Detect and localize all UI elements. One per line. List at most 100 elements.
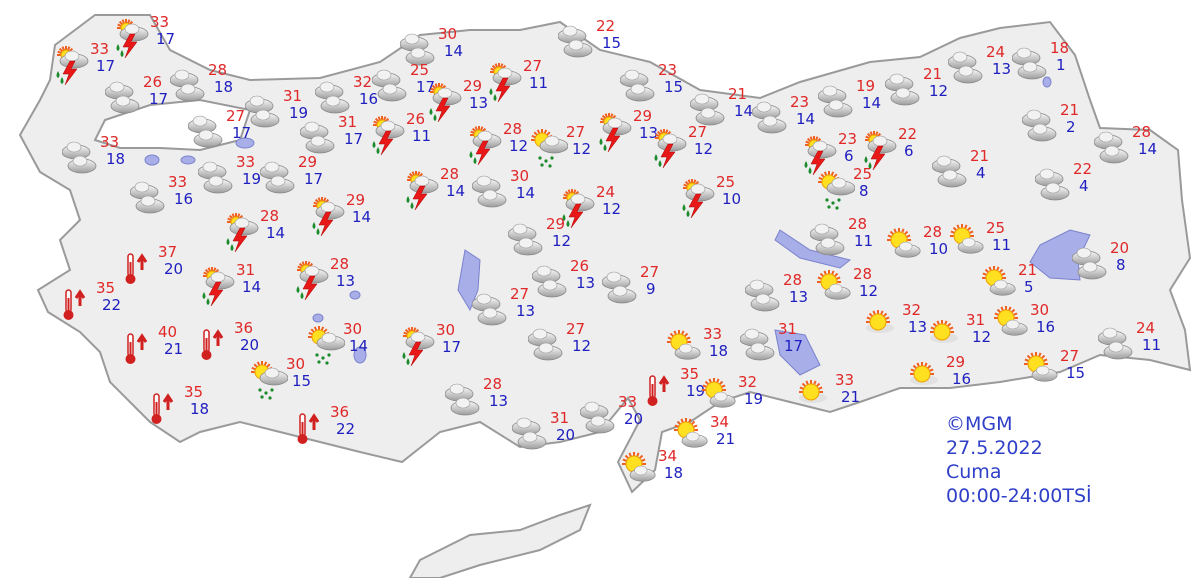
min-temperature: 1 [1056,56,1066,74]
thunderstorm-icon [429,83,462,123]
min-temperature: 15 [1066,364,1086,382]
max-temperature: 23 [790,93,810,111]
station-forecast: 28 13 [745,272,815,320]
min-temperature: 17 [784,337,804,355]
partly-cloudy-icon [887,228,921,258]
station-forecast: 29 14 [308,192,378,240]
station-forecast: 33 20 [580,394,650,442]
max-temperature: 20 [1110,239,1130,257]
station-forecast: 24 11 [1098,320,1168,368]
station-forecast: 30 17 [398,322,468,370]
max-temperature: 33 [90,40,110,58]
max-temperature: 32 [902,301,922,319]
station-forecast: 28 10 [885,224,955,272]
max-temperature: 18 [1050,39,1070,57]
station-forecast: 34 21 [672,414,742,462]
min-temperature: 13 [789,288,809,306]
min-temperature: 13 [336,272,356,290]
min-temperature: 11 [854,232,874,250]
station-forecast: 26 11 [368,111,438,159]
lakes [144,76,1091,376]
max-temperature: 19 [856,77,876,95]
max-temperature: 33 [618,393,638,411]
station-forecast: 21 5 [980,262,1050,310]
min-temperature: 14 [1138,140,1158,158]
max-temperature: 25 [853,165,873,183]
station-forecast: 22 6 [860,126,930,174]
max-temperature: 30 [510,167,530,185]
max-temperature: 31 [283,87,303,105]
station-forecast: 29 12 [508,216,578,264]
min-temperature: 17 [149,90,169,108]
min-temperature: 21 [841,388,861,406]
cloudy-icon [580,401,615,434]
max-temperature: 23 [838,130,858,148]
min-temperature: 19 [289,104,309,122]
station-forecast: 36 20 [196,320,266,368]
thunderstorm-icon [116,19,149,59]
station-forecast: 25 11 [948,220,1018,268]
min-temperature: 11 [992,236,1012,254]
cloudy-icon [62,141,97,174]
min-temperature: 2 [1066,118,1076,136]
min-temperature: 14 [796,110,816,128]
cloudy-icon [400,33,435,66]
max-temperature: 28 [848,215,868,233]
min-temperature: 22 [336,420,356,438]
max-temperature: 21 [923,65,943,83]
cloudy-icon [1012,47,1047,80]
cloudy-icon [558,25,593,58]
station-forecast: 28 14 [1094,124,1164,172]
min-temperature: 16 [359,90,379,108]
min-temperature: 14 [444,42,464,60]
cloudy-icon [948,51,983,84]
cloudy-icon [1098,327,1133,360]
station-forecast: 23 14 [752,94,822,142]
station-forecast: 19 14 [818,78,888,126]
station-forecast: 35 18 [146,384,216,432]
cloudy-icon [602,271,637,304]
station-forecast: 22 15 [558,18,628,66]
min-temperature: 11 [1142,336,1162,354]
min-temperature: 4 [976,164,986,182]
min-temperature: 17 [344,130,364,148]
min-temperature: 14 [352,208,372,226]
min-temperature: 14 [266,224,286,242]
partly-cloudy-icon [702,378,736,408]
cloudy-icon [752,101,787,134]
station-forecast: 40 21 [120,324,190,372]
thunderstorm-icon [402,327,435,367]
max-temperature: 27 [510,285,530,303]
max-temperature: 33 [703,325,723,343]
max-temperature: 25 [716,173,736,191]
station-forecast: 26 13 [532,258,602,306]
cloudy-icon [1094,131,1129,164]
max-temperature: 31 [236,261,256,279]
partly-cloudy-icon [982,266,1016,296]
max-temperature: 28 [483,375,503,393]
thunderstorm-icon [372,116,405,156]
min-temperature: 5 [1024,278,1034,296]
station-forecast: 30 16 [992,302,1062,350]
cloudy-icon [1022,109,1057,142]
min-temperature: 18 [709,342,729,360]
station-forecast: 21 2 [1022,102,1092,150]
max-temperature: 27 [688,123,708,141]
station-forecast: 27 11 [485,58,555,106]
min-temperature: 21 [164,340,184,358]
min-temperature: 9 [646,280,656,298]
station-forecast: 27 12 [528,321,598,369]
min-temperature: 4 [1079,177,1089,195]
max-temperature: 28 [208,61,228,79]
station-forecast: 26 17 [105,74,175,122]
min-temperature: 20 [240,336,260,354]
showers-icon [251,361,288,400]
min-temperature: 17 [156,30,176,48]
min-temperature: 20 [164,260,184,278]
cloudy-icon [512,417,547,450]
max-temperature: 29 [463,77,483,95]
max-temperature: 30 [343,320,363,338]
min-temperature: 13 [639,124,659,142]
map-legend: ©MGM 27.5.2022 Cuma 00:00-24:00TSİ [946,412,1092,508]
